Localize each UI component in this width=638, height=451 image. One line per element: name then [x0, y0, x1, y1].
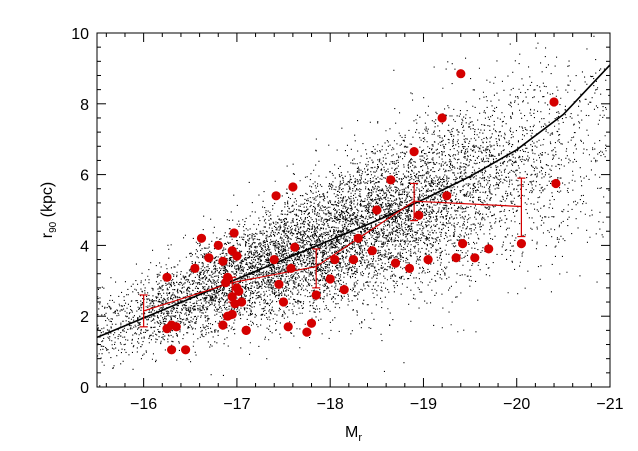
data-point [551, 178, 561, 189]
data-point [237, 297, 247, 307]
y-tick-label: 4 [80, 238, 89, 255]
highlight-points-layer [162, 69, 561, 355]
y-axis-label-main: r [39, 232, 56, 238]
x-tick-label: −19 [410, 396, 437, 413]
data-point [196, 233, 207, 243]
error-bar [517, 177, 526, 238]
data-point [181, 345, 191, 355]
x-tick-label: −21 [596, 396, 623, 413]
data-point [306, 318, 317, 328]
data-point [232, 251, 242, 261]
y-tick-label: 2 [80, 309, 89, 326]
data-point [227, 292, 237, 302]
data-point [218, 320, 228, 330]
data-point [229, 228, 239, 238]
data-point [348, 255, 359, 265]
data-point [339, 285, 349, 295]
data-point [404, 263, 415, 273]
data-point [271, 191, 281, 201]
data-point [162, 272, 172, 282]
data-point [330, 255, 340, 265]
data-point [218, 256, 228, 266]
x-tick-label: −20 [503, 396, 530, 413]
data-point [386, 175, 396, 185]
axes-frame: −16 −17 −18 −19 −20 −21 0 2 4 6 8 10 [71, 26, 623, 413]
plot-frame [96, 32, 611, 388]
data-point [456, 69, 466, 79]
data-point [283, 322, 293, 332]
data-point [367, 246, 377, 256]
data-point [516, 239, 527, 249]
data-point [190, 263, 200, 273]
data-point [204, 253, 214, 263]
background-point-cloud [97, 35, 611, 387]
y-tick-label: 10 [71, 26, 89, 43]
data-point [390, 258, 401, 268]
data-point [414, 210, 424, 220]
x-axis-label-sub: r [358, 432, 362, 444]
error-bar [312, 248, 321, 289]
x-axis-label-main: M [345, 424, 358, 441]
data-point [274, 279, 284, 289]
data-point [409, 147, 419, 157]
data-point [167, 345, 177, 355]
data-point [221, 278, 231, 288]
data-point [162, 324, 172, 334]
background-points [97, 35, 611, 387]
x-axis-label: Mr [345, 424, 362, 444]
data-point [451, 253, 461, 263]
data-point [458, 239, 468, 249]
data-point [484, 244, 494, 254]
data-point [278, 297, 289, 307]
data-point [288, 182, 298, 192]
data-point [269, 255, 279, 265]
y-tick-label: 0 [80, 380, 89, 397]
trend-line-layer [96, 64, 611, 339]
data-point [241, 325, 251, 335]
error-bar [139, 294, 148, 328]
data-point [372, 205, 382, 215]
data-point [325, 274, 335, 284]
data-point [437, 113, 447, 123]
data-point [290, 242, 300, 252]
y-axis-label-sub: 90 [48, 221, 59, 233]
trend-line [96, 64, 611, 339]
x-tick-label: −16 [130, 396, 157, 413]
data-point [470, 253, 480, 263]
error-bar [410, 182, 419, 222]
y-axis-label-unit: (kpc) [39, 182, 56, 222]
data-point [549, 97, 559, 107]
data-point [442, 191, 452, 201]
data-point [302, 327, 312, 337]
data-point [286, 263, 296, 273]
x-tick-label: −18 [317, 396, 344, 413]
axis-labels: Mr r90 (kpc) [39, 182, 362, 444]
data-point [227, 309, 237, 319]
y-tick-label: 8 [80, 97, 89, 114]
data-point [423, 255, 433, 265]
y-axis-label: r90 (kpc) [39, 182, 59, 238]
data-point [234, 286, 244, 296]
data-point [311, 290, 321, 300]
x-tick-label: −17 [223, 396, 250, 413]
y-tick-label: 6 [80, 168, 89, 185]
data-point [353, 233, 363, 243]
data-point [213, 240, 223, 250]
